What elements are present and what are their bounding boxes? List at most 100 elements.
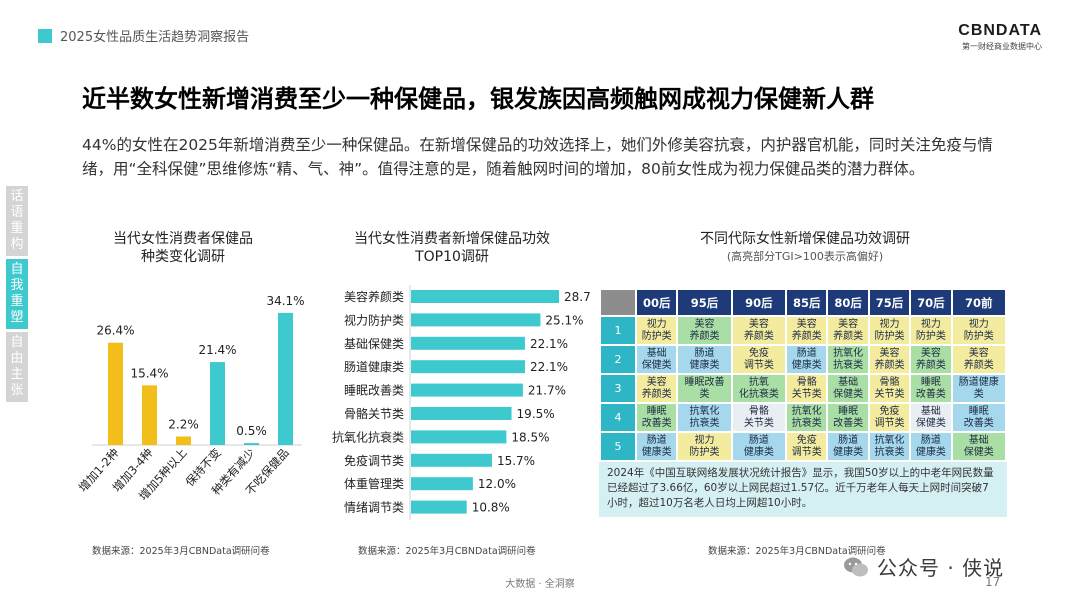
efficacy-cell: 免疫 调节类 xyxy=(867,402,912,433)
efficacy-cell: 肠道健康类 xyxy=(826,431,870,462)
rank-cell: 2 xyxy=(599,344,637,375)
panel1-title-line1: 当代女性消费者保健品 xyxy=(113,231,253,247)
efficacy-cell: 美容 养颜类 xyxy=(950,344,1008,375)
rank-cell: 4 xyxy=(599,402,637,433)
rank-cell: 3 xyxy=(599,373,637,404)
efficacy-cell: 抗氧化抗衰类 xyxy=(730,373,788,404)
efficacy-cell: 抗氧化抗衰类 xyxy=(785,402,829,433)
generation-column-header: 85后 xyxy=(785,288,829,317)
rank-cell: 1 xyxy=(599,315,637,346)
efficacy-cell: 美容 养颜类 xyxy=(785,315,829,346)
efficacy-cell: 基础 保健类 xyxy=(826,373,870,404)
efficacy-cell: 美容 养颜类 xyxy=(730,315,788,346)
efficacy-cell: 免疫 调节类 xyxy=(730,344,788,375)
bar-value-label: 15.4% xyxy=(130,366,168,380)
efficacy-cell: 睡眠改善类 xyxy=(826,402,870,433)
panel3-source: 数据来源：2025年3月CBNData调研问卷 xyxy=(708,546,886,557)
side-tab-1[interactable]: 话语重构 xyxy=(6,186,28,256)
footer-slogan: 大数据 · 全洞察 xyxy=(505,579,575,590)
efficacy-cell: 视力 防护类 xyxy=(909,315,953,346)
bar xyxy=(411,500,467,514)
category-label: 骨骼关节类 xyxy=(344,406,404,421)
panel1-title: 当代女性消费者保健品 种类变化调研 xyxy=(68,230,298,266)
efficacy-cell: 抗氧化抗衰类 xyxy=(867,431,912,462)
panel3-title: 不同代际女性新增保健品功效调研 (高亮部分TGI>100表示高偏好) xyxy=(610,230,1000,266)
efficacy-cell: 骨骼 关节类 xyxy=(785,373,829,404)
table-row: 4 睡眠 改善类 抗氧化 抗衰类 骨骼 关节类 抗氧化 抗衰类 睡眠 改善类 免疫 调节类 基础 保健类 睡眠… xyxy=(599,402,1008,433)
side-tab-2[interactable]: 自我重塑 xyxy=(6,259,28,329)
bar-value-label: 19.5% xyxy=(517,407,555,421)
bar xyxy=(244,443,259,445)
efficacy-cell: 视力 防护类 xyxy=(676,431,733,462)
category-label: 肠道健康类 xyxy=(344,359,404,374)
bar xyxy=(411,313,541,327)
bar-value-label: 22.1% xyxy=(530,337,568,351)
panel1-title-line2: 种类变化调研 xyxy=(141,249,225,265)
category-label: 体重管理类 xyxy=(344,476,404,491)
generation-column-header: 70前 xyxy=(950,288,1008,317)
efficacy-cell: 睡眠改善类 xyxy=(909,373,953,404)
category-label: 免疫调节类 xyxy=(344,453,404,468)
efficacy-cell: 免疫 调节类 xyxy=(785,431,829,462)
generation-column-header: 75后 xyxy=(867,288,912,317)
efficacy-cell: 肠道健康类 xyxy=(785,344,829,375)
efficacy-cell: 肠道健康类 xyxy=(909,431,953,462)
bar-value-label: 12.0% xyxy=(478,477,516,491)
bar-value-label: 28.7% xyxy=(564,290,590,304)
bar-value-label: 0.5% xyxy=(236,424,267,438)
panel2-title-line1: 当代女性消费者新增保健品功效 xyxy=(354,231,550,247)
efficacy-cell: 睡眠改善类 xyxy=(676,373,733,404)
internet-usage-note: 2024年《中国互联网络发展状况统计报告》显示，我国50岁以上的中老年网民数量已… xyxy=(599,462,1007,517)
category-label: 基础保健类 xyxy=(344,337,404,351)
panel1-source: 数据来源：2025年3月CBNData调研问卷 xyxy=(92,546,270,557)
top10-efficacy-chart: 美容养颜类 28.7% 视力防护类 25.1% 基础保健类 22.1% 肠道健康类 22.1%… xyxy=(332,285,590,520)
report-title: 2025女性品质生活趋势洞察报告 xyxy=(60,30,250,45)
efficacy-cell: 美容 养颜类 xyxy=(826,315,870,346)
bar xyxy=(411,290,559,303)
table-row: 3 美容 养颜类 睡眠改善类抗氧 化抗衰类 骨骼 关节类 基础 保健类 骨骼 关节类 睡眠 改善类 肠道健… xyxy=(599,373,1008,404)
cbndata-logo: CBNDATA 第一财经商业数据中心 xyxy=(958,22,1042,52)
generation-efficacy-table: 00后 95后 90后 85后 80后 75后 70后 70前 1 视力 防护类 美容 养颜类 美容 养颜… xyxy=(599,288,1008,462)
wechat-watermark: 公众号 · 侠说 xyxy=(843,552,1004,581)
efficacy-cell: 骨骼 关节类 xyxy=(730,402,788,433)
bar xyxy=(278,312,293,445)
efficacy-cell: 骨骼 关节类 xyxy=(867,373,912,404)
efficacy-cell: 睡眠改善类 xyxy=(634,402,679,433)
efficacy-cell: 视力 防护类 xyxy=(634,315,679,346)
efficacy-cell: 肠道健康类 xyxy=(634,431,679,462)
side-tabs: 话语重构 自我重塑 自由主张 xyxy=(6,186,28,405)
accent-square xyxy=(38,28,52,43)
generation-column-header: 95后 xyxy=(676,288,733,317)
efficacy-cell: 抗氧化抗衰类 xyxy=(676,402,733,433)
generation-column-header: 80后 xyxy=(826,288,870,317)
bar xyxy=(411,477,473,491)
efficacy-cell: 肠道健康类 xyxy=(730,431,788,462)
bar-value-label: 2.2% xyxy=(168,417,199,431)
efficacy-cell: 抗氧化抗衰类 xyxy=(826,344,870,375)
efficacy-cell: 美容 养颜类 xyxy=(676,315,733,346)
panel3-title-text: 不同代际女性新增保健品功效调研 xyxy=(700,231,910,247)
efficacy-cell: 美容 养颜类 xyxy=(867,344,912,375)
body-paragraph: 44%的女性在2025年新增消费至少一种保健品。在新增保健品的功效选择上，她们外… xyxy=(82,136,993,178)
efficacy-cell: 美容 养颜类 xyxy=(909,344,953,375)
side-tab-3[interactable]: 自由主张 xyxy=(6,332,28,402)
generation-column-header: 90后 xyxy=(730,288,788,317)
table-header-row: 00后 95后 90后 85后 80后 75后 70后 70前 xyxy=(599,288,1008,317)
bar xyxy=(210,362,225,445)
efficacy-cell: 美容 养颜类 xyxy=(634,373,679,404)
category-label: 美容养颜类 xyxy=(344,289,404,304)
category-label: 抗氧化抗衰类 xyxy=(332,429,404,444)
efficacy-cell: 肠道健康类 xyxy=(676,344,733,375)
bar xyxy=(411,453,492,467)
bar xyxy=(176,436,191,445)
bar-value-label: 18.5% xyxy=(511,430,549,444)
efficacy-cell: 睡眠改善类 xyxy=(950,402,1008,433)
wechat-text: 公众号 · 侠说 xyxy=(877,556,1005,580)
bar-value-label: 21.4% xyxy=(198,343,236,357)
bar-value-label: 34.1% xyxy=(266,294,304,308)
rank-cell: 5 xyxy=(599,431,637,462)
category-label: 视力防护类 xyxy=(344,312,404,327)
supplement-type-change-chart: 26.4%增加1-2种15.4%增加3-4种2.2%增加5种以上21.4%保持不… xyxy=(76,294,305,503)
page-headline: 近半数女性新增消费至少一种保健品，银发族因高频触网成视力保健新人群 xyxy=(82,85,874,113)
table-row: 1 视力 防护类 美容 养颜类 美容 养颜类 美容 养颜类 美容 养颜类 视力 防护类 视力 防护类 视力 防护… xyxy=(599,315,1008,346)
